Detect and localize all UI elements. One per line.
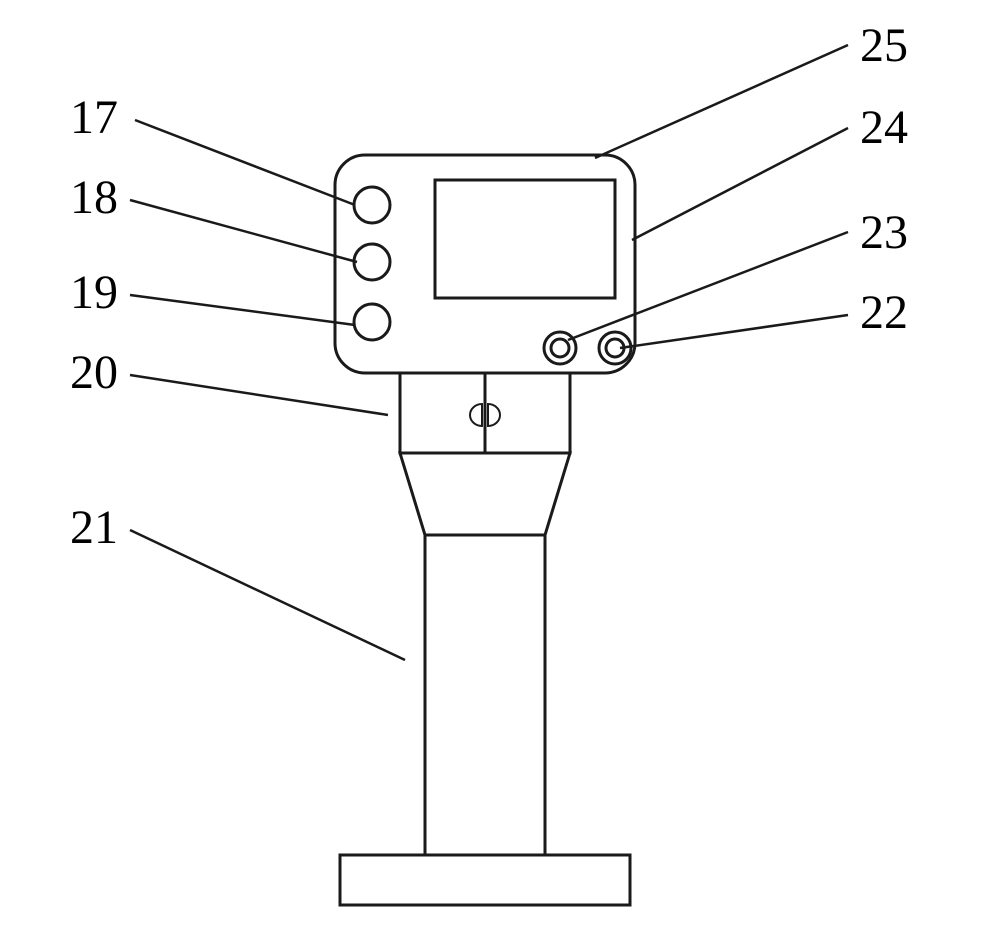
label-19: 19 bbox=[70, 265, 118, 320]
frustum bbox=[400, 453, 570, 535]
label-22: 22 bbox=[860, 285, 908, 340]
label-18: 18 bbox=[70, 170, 118, 225]
label-24: 24 bbox=[860, 100, 908, 155]
leader-line-5 bbox=[620, 315, 848, 348]
leader-line-8 bbox=[595, 45, 848, 158]
label-25: 25 bbox=[860, 18, 908, 73]
leader-line-3 bbox=[130, 375, 388, 415]
label-17: 17 bbox=[70, 90, 118, 145]
leader-line-1 bbox=[130, 200, 357, 262]
base bbox=[340, 855, 630, 905]
leader-line-7 bbox=[632, 128, 848, 240]
label-21: 21 bbox=[70, 500, 118, 555]
leader-line-0 bbox=[135, 120, 355, 205]
column bbox=[425, 535, 545, 855]
label-20: 20 bbox=[70, 345, 118, 400]
leader-line-2 bbox=[130, 295, 355, 325]
label-23: 23 bbox=[860, 205, 908, 260]
leader-line-4 bbox=[130, 530, 405, 660]
